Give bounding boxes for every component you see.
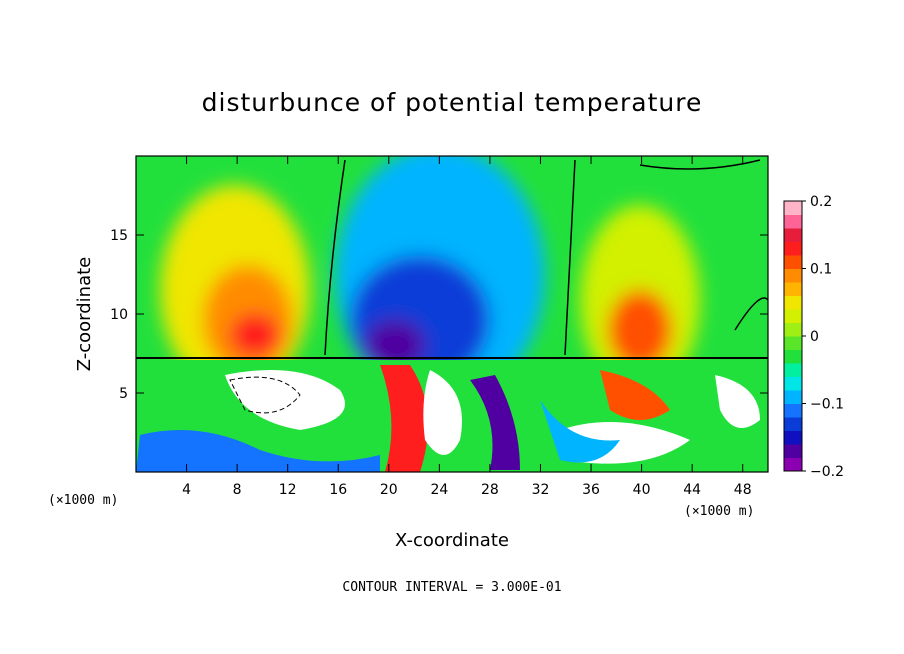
lower-blue-right [540,400,620,463]
zero-contour-2 [564,159,576,356]
x-tick-label: 24 [430,482,448,498]
x-tick-label: 36 [582,482,600,498]
colorbar-swatch [784,349,802,364]
colorbar-swatch [784,336,802,350]
lower-purple-mid [470,375,520,470]
colorbar-swatch [784,228,802,242]
zero-contour-1 [324,159,346,356]
colorbar-swatch [784,309,802,323]
colorbar-swatch [784,363,802,377]
y-tick-label: 15 [110,228,128,244]
colorbar-swatch [784,403,802,418]
colorbar-swatch [784,268,802,283]
x-tick-label: 40 [633,482,651,498]
lower-white-far [715,375,760,428]
y-tick-label: 10 [110,307,128,323]
plot-area [135,155,769,473]
x-axis: 4 8 12 16 20 24 28 32 36 40 44 48 [182,156,752,498]
x-tick-label: 44 [683,482,701,498]
colorbar-tick-label: −0.2 [810,464,844,480]
colorbar-swatch [784,322,802,337]
colorbar-swatch [784,390,802,404]
colorbar-swatch [784,444,802,458]
colorbar-tick-label: −0.1 [810,397,844,413]
dashed-contour [229,376,301,414]
x-tick-label: 16 [329,482,347,498]
lower-white-left [225,370,345,430]
colorbar-swatch [784,201,802,215]
y-axis-label: Z-coordinate [74,257,95,372]
colorbar-tick-label: 0.1 [810,262,832,278]
colorbar-tick-label: 0 [810,329,819,345]
lower-red-right [600,370,670,420]
footer-contour-interval: CONTOUR INTERVAL = 3.000E-01 [342,580,561,595]
lower-red-mid [380,365,428,472]
x-tick-label: 32 [532,482,550,498]
x-unit-right: (×1000 m) [684,504,754,519]
colorbar-swatch [784,255,802,269]
colorbar-tick-label: 0.2 [810,194,832,210]
lower-blue-left [136,430,380,472]
x-axis-label: X-coordinate [395,530,509,551]
lower-field [136,360,768,472]
colorbar-swatch [784,282,802,296]
x-tick-label: 20 [380,482,398,498]
x-tick-label: 28 [481,482,499,498]
colorbar-swatch [784,417,802,431]
colorbar-swatch [784,376,802,391]
colorbar-swatch [784,457,802,472]
y-tick-label: 5 [119,386,128,402]
zero-contour-4 [734,297,768,331]
x-tick-label: 4 [182,482,191,498]
x-unit-left: (×1000 m) [48,493,118,508]
warm-peak-left [230,313,280,357]
x-tick-label: 8 [233,482,242,498]
x-tick-label: 12 [279,482,297,498]
colorbar-swatch [784,295,802,310]
zero-contour-3 [639,159,761,170]
y-axis: 5 10 15 [110,228,768,402]
x-tick-label: 48 [734,482,752,498]
colorbar-swatch [784,214,802,229]
colorbar: 0.2 0.1 0 −0.1 −0.2 [783,194,844,480]
lower-white-mid [423,370,462,455]
warm-core-right [608,290,672,370]
colorbar-swatch [784,430,802,445]
colorbar-swatch [784,241,802,256]
chart-title: disturbunce of potential temperature [202,88,703,117]
